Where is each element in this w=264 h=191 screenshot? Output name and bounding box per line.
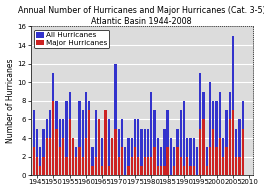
Bar — [55, 129, 58, 175]
Bar — [140, 129, 143, 175]
Bar — [225, 147, 228, 175]
Bar — [225, 110, 228, 175]
Bar — [55, 101, 58, 175]
Bar — [242, 101, 244, 175]
Bar — [163, 166, 166, 175]
Bar — [49, 110, 51, 175]
Title: Annual Number of Hurricanes and Major Hurricanes (Cat. 3-5)
Atlantic Basin 1944-: Annual Number of Hurricanes and Major Hu… — [18, 6, 264, 26]
Bar — [46, 138, 48, 175]
Bar — [117, 129, 120, 175]
Bar — [157, 138, 159, 175]
Bar — [114, 129, 116, 175]
Bar — [52, 73, 54, 175]
Bar — [52, 101, 54, 175]
Bar — [219, 138, 221, 175]
Bar — [124, 147, 126, 175]
Bar — [36, 129, 38, 175]
Bar — [78, 147, 81, 175]
Bar — [206, 147, 208, 175]
Bar — [108, 119, 110, 175]
Bar — [49, 138, 51, 175]
Bar — [98, 119, 100, 175]
Bar — [101, 138, 103, 175]
Bar — [229, 91, 231, 175]
Bar — [98, 119, 100, 175]
Y-axis label: Number of Hurricanes: Number of Hurricanes — [6, 59, 15, 143]
Bar — [62, 119, 64, 175]
Bar — [65, 157, 68, 175]
Bar — [196, 147, 198, 175]
Bar — [160, 147, 162, 175]
Bar — [114, 64, 116, 175]
Bar — [153, 147, 156, 175]
Bar — [39, 147, 41, 175]
Bar — [72, 138, 74, 175]
Bar — [202, 91, 205, 175]
Bar — [121, 119, 123, 175]
Bar — [167, 110, 169, 175]
Bar — [160, 166, 162, 175]
Bar — [212, 101, 214, 175]
Bar — [170, 138, 172, 175]
Bar — [85, 91, 87, 175]
Bar — [33, 147, 35, 175]
Bar — [219, 91, 221, 175]
Bar — [88, 110, 90, 175]
Bar — [186, 157, 188, 175]
Bar — [78, 101, 81, 175]
Bar — [137, 157, 139, 175]
Bar — [238, 119, 241, 175]
Bar — [212, 129, 214, 175]
Bar — [157, 166, 159, 175]
Bar — [232, 110, 234, 175]
Bar — [39, 166, 41, 175]
Bar — [85, 138, 87, 175]
Bar — [186, 138, 188, 175]
Legend: All Hurricanes, Major Hurricanes: All Hurricanes, Major Hurricanes — [34, 30, 109, 48]
Bar — [43, 129, 45, 175]
Bar — [59, 119, 61, 175]
Bar — [46, 119, 48, 175]
Bar — [222, 138, 224, 175]
Bar — [75, 157, 77, 175]
Bar — [173, 147, 175, 175]
Bar — [43, 157, 45, 175]
Bar — [189, 166, 192, 175]
Bar — [193, 166, 195, 175]
Bar — [95, 110, 97, 175]
Bar — [176, 129, 178, 175]
Bar — [199, 129, 201, 175]
Bar — [62, 138, 64, 175]
Bar — [173, 166, 175, 175]
Bar — [140, 166, 143, 175]
Bar — [69, 119, 71, 175]
Bar — [183, 166, 185, 175]
Bar — [232, 36, 234, 175]
Bar — [180, 157, 182, 175]
Bar — [33, 110, 35, 175]
Bar — [88, 101, 90, 175]
Bar — [105, 110, 107, 175]
Bar — [163, 129, 166, 175]
Bar — [147, 157, 149, 175]
Bar — [69, 91, 71, 175]
Bar — [91, 166, 94, 175]
Bar — [193, 138, 195, 175]
Bar — [147, 129, 149, 175]
Bar — [238, 157, 241, 175]
Bar — [183, 101, 185, 175]
Bar — [144, 157, 146, 175]
Bar — [199, 73, 201, 175]
Bar — [131, 157, 133, 175]
Bar — [150, 91, 152, 175]
Bar — [229, 119, 231, 175]
Bar — [150, 157, 152, 175]
Bar — [209, 82, 211, 175]
Bar — [222, 157, 224, 175]
Bar — [127, 166, 130, 175]
Bar — [127, 138, 130, 175]
Bar — [215, 147, 218, 175]
Bar — [95, 157, 97, 175]
Bar — [131, 138, 133, 175]
Bar — [176, 147, 178, 175]
